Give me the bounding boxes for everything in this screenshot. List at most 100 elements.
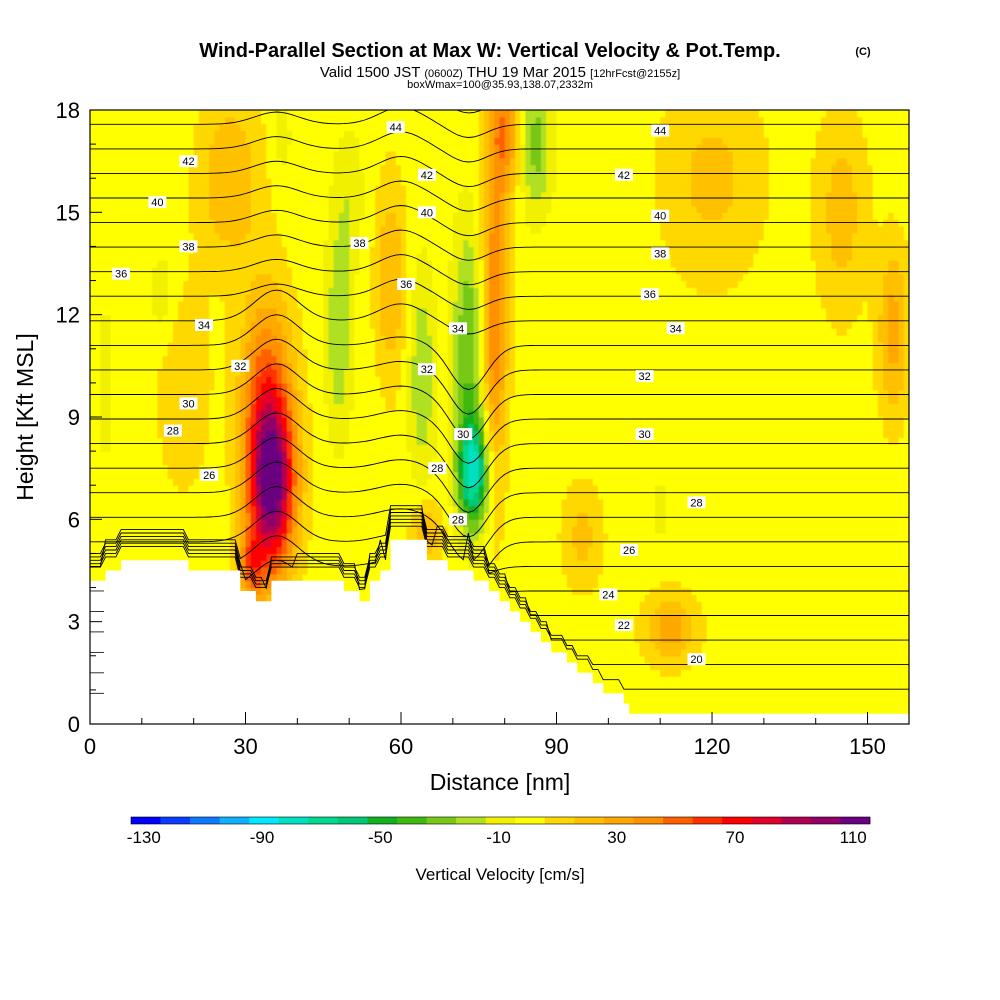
velocity-cell [131,205,138,213]
velocity-cell [193,314,200,323]
velocity-cell [136,546,143,555]
velocity-cell [147,294,153,302]
velocity-cell [261,212,267,220]
velocity-cell [235,219,241,227]
velocity-cell [110,410,117,418]
velocity-cell [343,492,350,500]
velocity-cell [219,219,226,227]
velocity-cell [318,307,324,316]
velocity-cell [250,123,257,132]
velocity-cell [115,294,122,302]
velocity-cell [100,130,107,138]
velocity-cell [229,423,236,432]
velocity-cell [297,260,304,268]
velocity-cell [126,389,133,398]
velocity-cell [302,266,309,275]
velocity-cell [115,157,122,166]
velocity-cell [245,403,252,411]
velocity-cell [318,246,324,254]
velocity-cell [307,150,314,159]
velocity-cell [333,464,340,473]
velocity-cell [354,492,361,500]
velocity-cell [359,246,366,254]
velocity-cell [167,144,174,152]
velocity-cell [349,307,355,316]
velocity-cell [250,294,257,302]
velocity-cell [209,417,215,425]
velocity-cell [349,137,355,145]
velocity-cell [292,205,298,213]
velocity-cell [152,519,158,527]
velocity-cell [312,348,319,357]
velocity-cell [297,362,304,370]
velocity-cell [307,362,314,370]
velocity-cell [333,444,340,452]
velocity-cell [147,512,153,520]
velocity-cell [136,553,143,561]
velocity-cell [323,116,330,125]
velocity-cell [95,328,101,336]
velocity-cell [219,492,226,500]
velocity-cell [235,150,241,159]
velocity-cell [302,157,309,166]
velocity-cell [214,301,221,309]
velocity-cell [178,171,184,179]
velocity-cell [131,110,138,118]
velocity-cell [312,403,319,411]
velocity-cell [105,294,112,302]
velocity-cell [307,171,314,179]
velocity-cell [369,246,376,254]
velocity-cell [162,144,169,152]
velocity-cell [141,348,148,357]
velocity-cell [178,348,184,357]
velocity-cell [110,123,117,132]
velocity-cell [183,512,190,520]
velocity-cell [307,512,314,520]
velocity-cell [318,369,324,377]
velocity-cell [328,417,335,425]
velocity-cell [90,137,96,145]
velocity-cell [328,280,335,288]
velocity-cell [136,437,143,445]
velocity-cell [188,185,195,193]
velocity-cell [261,444,267,452]
velocity-cell [172,287,179,295]
velocity-cell [312,232,319,241]
velocity-cell [90,328,96,336]
velocity-cell [328,273,335,282]
velocity-cell [323,348,330,357]
velocity-cell [292,150,298,159]
velocity-cell [286,519,293,527]
velocity-cell [328,321,335,329]
velocity-cell [286,185,293,193]
velocity-cell [147,355,153,364]
velocity-cell [271,417,278,425]
velocity-cell [126,130,133,138]
velocity-cell [349,110,355,118]
velocity-cell [188,191,195,200]
velocity-cell [307,382,314,391]
velocity-cell [105,273,112,282]
velocity-cell [255,335,262,343]
velocity-cell [95,321,101,329]
velocity-cell [281,573,288,582]
velocity-cell [359,280,366,288]
velocity-cell [162,335,169,343]
velocity-cell [131,116,138,125]
velocity-cell [271,519,278,527]
velocity-cell [100,123,107,132]
velocity-cell [183,526,190,534]
velocity-cell [312,307,319,316]
velocity-cell [281,123,288,132]
velocity-cell [229,137,236,145]
velocity-cell [364,253,371,261]
velocity-cell [95,157,101,166]
velocity-cell [261,198,267,207]
velocity-cell [219,369,226,377]
velocity-cell [95,191,101,200]
velocity-cell [359,130,366,138]
velocity-cell [276,341,283,350]
velocity-cell [281,239,288,248]
velocity-cell [147,287,153,295]
velocity-cell [126,430,133,439]
